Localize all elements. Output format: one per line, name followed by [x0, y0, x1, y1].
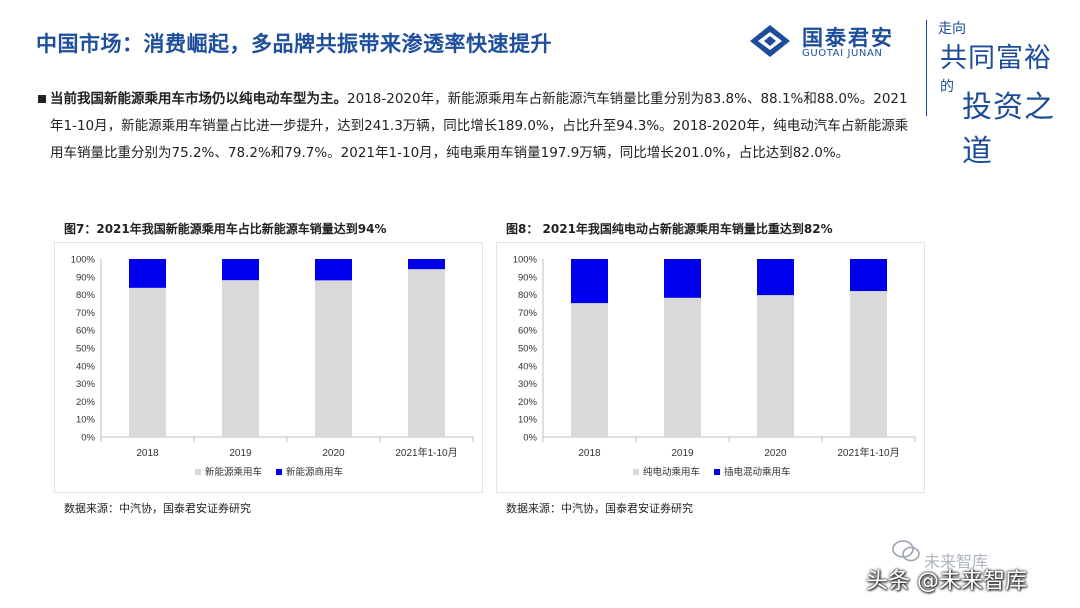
x-tick-label: 2021年1-10月: [395, 446, 457, 459]
y-tick-label: 30%: [518, 379, 538, 390]
y-tick-label: 100%: [513, 255, 538, 266]
logo-divider: [926, 20, 927, 116]
legend-label: 插电混动乘用车: [724, 466, 791, 478]
legend-swatch: [276, 469, 283, 475]
x-tick-label: 2021年1-10月: [837, 446, 899, 459]
x-tick-label: 2019: [671, 448, 694, 459]
legend-label: 新能源商用车: [286, 466, 343, 478]
legend-swatch: [195, 469, 201, 475]
bar-segment-base: [408, 269, 445, 437]
wechat-icon: [892, 540, 920, 562]
legend-swatch: [633, 469, 639, 475]
y-tick-label: 0%: [81, 433, 95, 444]
x-tick-label: 2019: [229, 448, 252, 459]
legend-label: 新能源乘用车: [205, 466, 262, 478]
summary-lead: 当前我国新能源乘用车市场仍以纯电动车型为主。: [50, 91, 347, 107]
slogan-line-2: 共同富裕: [940, 43, 1052, 74]
figure-8-title: 图8： 2021年我国纯电动占新能源乘用车销量比重达到82%: [506, 222, 833, 236]
bullet-square-icon: [38, 95, 46, 103]
company-logo: 国泰君安 GUOTAI JUNAN: [748, 20, 928, 64]
logo-mark-icon: [750, 25, 790, 57]
y-tick-label: 40%: [518, 361, 538, 372]
slogan: 走向 共同富裕 的 投资之道: [934, 18, 1074, 169]
x-tick-label: 2018: [136, 448, 159, 459]
y-tick-label: 60%: [518, 326, 538, 337]
bar-segment-top: [757, 259, 794, 296]
footer-attribution: 头条 @未来智库: [866, 569, 1027, 594]
bar-segment-base: [571, 303, 608, 437]
x-tick-label: 2018: [578, 448, 601, 459]
y-tick-label: 40%: [76, 361, 96, 372]
y-tick-label: 70%: [518, 308, 538, 319]
x-tick-label: 2020: [764, 448, 787, 459]
y-tick-label: 10%: [518, 415, 538, 426]
bar-segment-top: [222, 259, 259, 281]
x-tick-label: 2020: [322, 448, 345, 459]
legend-label: 纯电动乘用车: [643, 466, 700, 478]
bar-segment-top: [571, 259, 608, 304]
page-title: 中国市场：消费崛起，多品牌共振带来渗透率快速提升: [36, 32, 552, 56]
y-tick-label: 10%: [76, 415, 96, 426]
slogan-line-4: 投资之道: [962, 90, 1055, 169]
chart-figure-7: 0% 10% 20% 30% 40% 50% 60% 70% 80% 90% 100% 2018 201…: [71, 255, 474, 478]
bar-segment-base: [757, 295, 794, 437]
y-tick-label: 60%: [76, 326, 96, 337]
bar-segment-base: [664, 297, 701, 437]
bar-segment-top: [129, 259, 166, 288]
bar-segment-top: [664, 259, 701, 298]
y-tick-label: 20%: [518, 397, 538, 408]
y-tick-label: 80%: [76, 290, 96, 301]
bar-segment-base: [850, 291, 887, 437]
bar-segment-top: [315, 259, 352, 281]
logo-chinese-name: 国泰君安: [802, 26, 894, 50]
logo-english-name: GUOTAI JUNAN: [802, 48, 883, 59]
y-tick-label: 50%: [518, 344, 538, 355]
y-tick-label: 70%: [76, 308, 96, 319]
slogan-line-3: 的: [940, 79, 954, 95]
bar-segment-base: [315, 280, 352, 437]
legend-swatch: [714, 469, 721, 475]
y-tick-label: 0%: [523, 433, 537, 444]
summary-body: 2018-2020年，新能源乘用车占新能源汽车销量比重分别为83.8%、88.1…: [50, 91, 909, 161]
chart-figure-8: 0% 10% 20% 30% 40% 50% 60% 70% 80% 90% 100% 2018 201…: [513, 255, 916, 478]
chart-panel-figure-7: 0% 10% 20% 30% 40% 50% 60% 70% 80% 90% 100% 2018 201…: [54, 242, 483, 493]
bar-segment-top: [408, 259, 445, 270]
bar-segment-base: [129, 287, 166, 437]
y-tick-label: 90%: [518, 272, 538, 283]
y-tick-label: 20%: [76, 397, 96, 408]
chart-panel-figure-8: 0% 10% 20% 30% 40% 50% 60% 70% 80% 90% 100% 2018 201…: [496, 242, 925, 493]
bar-segment-top: [850, 259, 887, 292]
figure-7-title: 图7：2021年我国新能源乘用车占比新能源车销量达到94%: [64, 222, 387, 236]
y-tick-label: 30%: [76, 379, 96, 390]
slogan-line-1: 走向: [938, 21, 966, 37]
y-tick-label: 100%: [71, 255, 96, 266]
y-tick-label: 50%: [76, 344, 96, 355]
y-tick-label: 80%: [518, 290, 538, 301]
y-tick-label: 90%: [76, 272, 96, 283]
watermark-text: 未来智库: [924, 552, 989, 571]
summary-paragraph: 当前我国新能源乘用车市场仍以纯电动车型为主。2018-2020年，新能源乘用车占…: [38, 86, 918, 167]
bar-segment-base: [222, 280, 259, 437]
figure-7-source: 数据来源：中汽协，国泰君安证券研究: [64, 502, 251, 515]
figure-8-source: 数据来源：中汽协，国泰君安证券研究: [506, 502, 693, 515]
